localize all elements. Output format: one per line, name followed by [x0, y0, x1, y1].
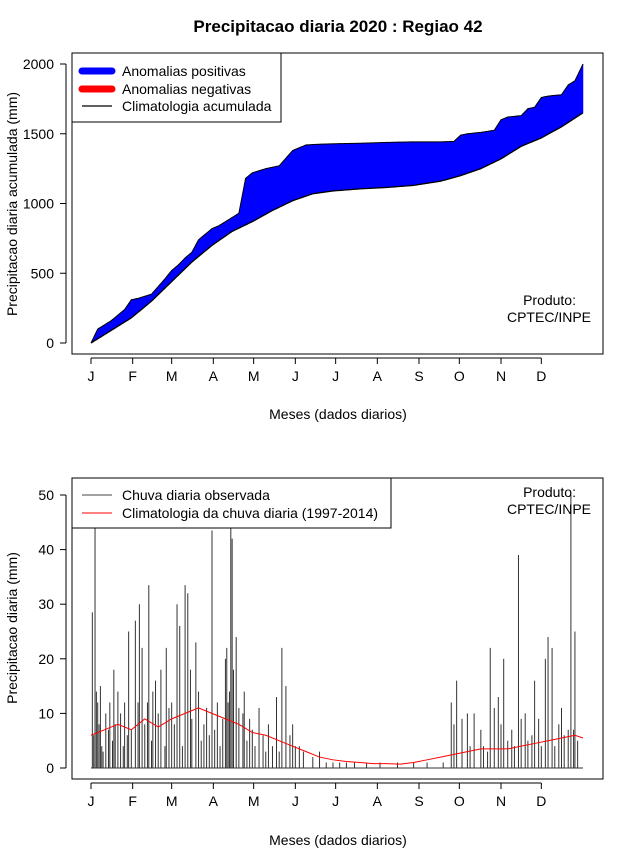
- top-legend: Anomalias positivas Anomalias negativas …: [71, 52, 282, 123]
- legend-label-climatology: Climatologia acumulada: [122, 98, 272, 114]
- top-x-tick-label: D: [536, 368, 546, 384]
- bottom-y-axis-label: Precipitacao diaria (mm): [4, 552, 20, 704]
- bot-y-tick-label: 10: [38, 705, 54, 721]
- bot-x-tick-label: F: [128, 793, 137, 809]
- bot-y-tick-label: 40: [38, 542, 54, 558]
- bot-x-tick-label: S: [414, 793, 423, 809]
- bot-x-tick-label: O: [454, 793, 465, 809]
- bottom-x-axis-label: Meses (dados diarios): [269, 832, 407, 848]
- top-y-axis-label: Precipitacao diaria acumulada (mm): [4, 92, 20, 316]
- top-y-tick-label: 1500: [23, 126, 54, 142]
- top-x-tick-label: A: [209, 368, 219, 384]
- daily-plot: 0 10 20 30 40 50 J F M A M J J A S O N D Meses (dados di…: [4, 477, 604, 848]
- bottom-legend: Chuva diaria observada Climatologia da c…: [71, 477, 392, 529]
- top-x-tick-label: F: [128, 368, 137, 384]
- top-y-tick-label: 1000: [23, 196, 54, 212]
- bot-x-tick-label: J: [88, 793, 95, 809]
- top-credit-line1: Produto:: [523, 292, 576, 308]
- legend-label-positive: Anomalias positivas: [122, 63, 246, 79]
- bot-x-tick-label: J: [332, 793, 339, 809]
- top-x-tick-label: O: [454, 368, 465, 384]
- bot-y-tick-label: 20: [38, 651, 54, 667]
- cumulative-plot: 0 500 1000 1500 2000 J F M A M J J A S O N D Meses (dad…: [4, 52, 604, 422]
- bot-x-tick-label: J: [292, 793, 299, 809]
- chart-title: Precipitacao diaria 2020 : Regiao 42: [193, 17, 482, 36]
- top-y-tick-label: 2000: [23, 56, 54, 72]
- bot-y-tick-label: 0: [46, 760, 54, 776]
- top-x-tick-label: J: [332, 368, 339, 384]
- top-x-tick-label: M: [248, 368, 260, 384]
- legend-label-negative: Anomalias negativas: [122, 81, 251, 97]
- bot-y-tick-label: 30: [38, 596, 54, 612]
- top-y-tick-label: 0: [46, 335, 54, 351]
- climatology-cumulative-line: [90, 112, 584, 344]
- legend-label-daily-climatology: Climatologia da chuva diaria (1997-2014): [122, 505, 378, 521]
- top-x-tick-label: N: [496, 368, 506, 384]
- bot-x-tick-label: A: [373, 793, 383, 809]
- top-x-tick-label: J: [292, 368, 299, 384]
- daily-climatology-line: [90, 707, 584, 765]
- top-plot-frame: [71, 52, 604, 355]
- bot-x-tick-label: N: [496, 793, 506, 809]
- observed-cumulative-line: [90, 63, 584, 344]
- top-y-tick-label: 500: [31, 265, 55, 281]
- bottom-credit-line1: Produto:: [523, 484, 576, 500]
- bot-x-tick-label: M: [248, 793, 260, 809]
- top-credit-line2: CPTEC/INPE: [507, 309, 591, 325]
- bot-y-tick-label: 50: [38, 487, 54, 503]
- top-x-tick-label: A: [373, 368, 383, 384]
- top-x-tick-label: S: [414, 368, 423, 384]
- top-x-tick-label: M: [166, 368, 178, 384]
- bottom-credit-line2: CPTEC/INPE: [507, 501, 591, 517]
- legend-label-observed: Chuva diaria observada: [122, 487, 270, 503]
- bot-x-tick-label: A: [209, 793, 219, 809]
- top-x-axis-label: Meses (dados diarios): [269, 406, 407, 422]
- bot-x-tick-label: D: [536, 793, 546, 809]
- bottom-legend-box: [71, 477, 392, 529]
- top-x-tick-label: J: [88, 368, 95, 384]
- bot-x-tick-label: M: [166, 793, 178, 809]
